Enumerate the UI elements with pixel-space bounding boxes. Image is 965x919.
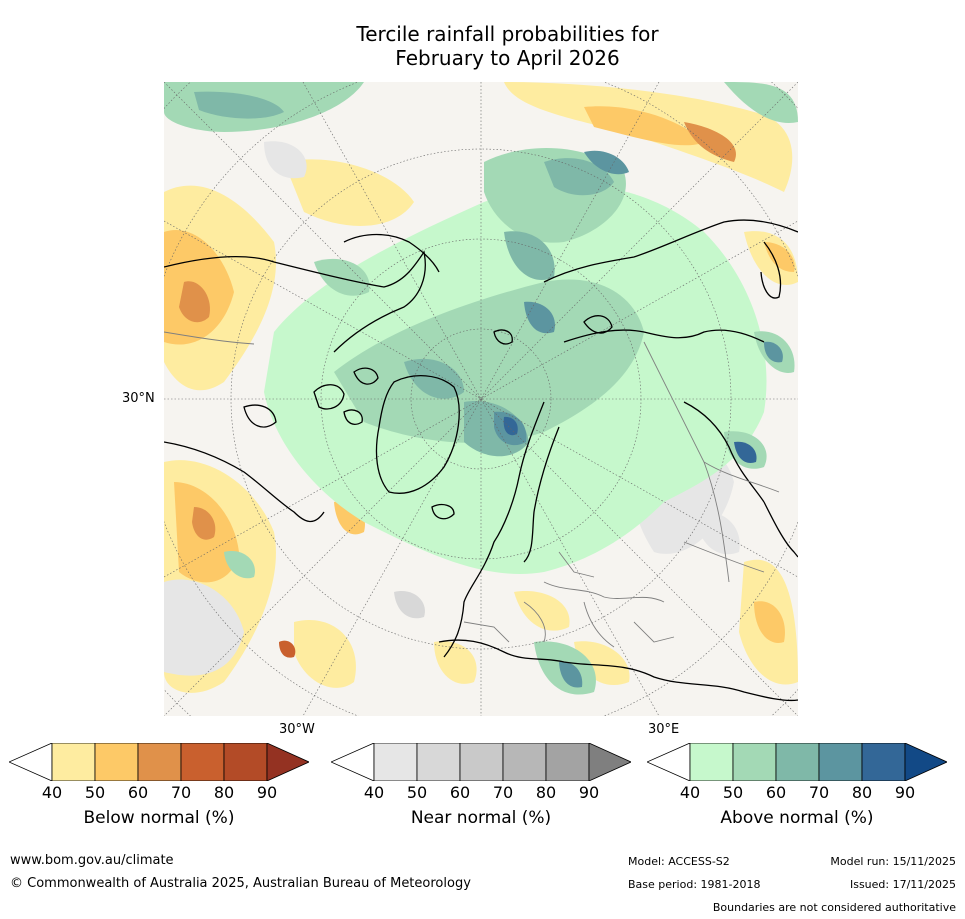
cbar-above-seg-4 [818, 742, 863, 782]
graticule [164, 82, 798, 716]
cbar-near-seg-1 [373, 742, 418, 782]
cbar-above-seg-0 [646, 742, 691, 782]
cbar-below-seg-1 [51, 742, 96, 782]
tick: 60 [765, 783, 787, 802]
cbar-below-seg-2 [94, 742, 139, 782]
cbar-below-seg-4 [180, 742, 225, 782]
coastlines [164, 219, 798, 702]
tick: 80 [535, 783, 557, 802]
tick: 40 [363, 783, 385, 802]
cbar-near-seg-0 [330, 742, 375, 782]
cbar-near-seg-6 [588, 742, 632, 782]
cbar-below-seg-0 [8, 742, 53, 782]
title-line-1: Tercile rainfall probabilities for [356, 22, 659, 46]
lat-label-30n: 30°N [122, 391, 155, 406]
probability-map [164, 82, 798, 716]
cbar-above-seg-3 [775, 742, 820, 782]
tick: 40 [679, 783, 701, 802]
tick: 90 [578, 783, 600, 802]
cbar-below-seg-6 [266, 742, 310, 782]
cbar-near-seg-4 [502, 742, 547, 782]
map-title: Tercile rainfall probabilities for Febru… [320, 22, 695, 70]
colorbar-above-normal [646, 742, 948, 782]
tick: 90 [894, 783, 916, 802]
tick: 50 [84, 783, 106, 802]
tick: 70 [492, 783, 514, 802]
tick: 50 [722, 783, 744, 802]
lon-label-30e: 30°E [648, 722, 680, 737]
cbar-above-seg-2 [732, 742, 777, 782]
footer-disclaimer: Boundaries are not considered authoritat… [712, 901, 956, 914]
below-normal-regions [164, 82, 798, 693]
footer-model-run: Model run: 15/11/2025 [830, 855, 956, 868]
tick: 80 [213, 783, 235, 802]
tick: 60 [449, 783, 471, 802]
title-line-2: February to April 2026 [395, 46, 620, 70]
tick: 70 [170, 783, 192, 802]
footer-model: Model: ACCESS-S2 [628, 855, 730, 868]
colorbar-below-label: Below normal (%) [83, 808, 235, 828]
colorbar-near-label: Near normal (%) [410, 808, 552, 828]
footer-copyright: © Commonwealth of Australia 2025, Austra… [10, 876, 471, 891]
tick: 80 [851, 783, 873, 802]
cbar-near-seg-5 [545, 742, 590, 782]
cbar-above-seg-6 [904, 742, 948, 782]
colorbar-near-normal [330, 742, 632, 782]
cbar-near-seg-2 [416, 742, 461, 782]
colorbar-above-label: Above normal (%) [720, 808, 874, 828]
cbar-above-seg-1 [689, 742, 734, 782]
footer-url[interactable]: www.bom.gov.au/climate [10, 853, 174, 868]
cbar-below-seg-5 [223, 742, 268, 782]
cbar-above-seg-5 [861, 742, 906, 782]
footer-base-period: Base period: 1981-2018 [628, 878, 761, 891]
tick: 90 [256, 783, 278, 802]
tick: 60 [127, 783, 149, 802]
footer-issued: Issued: 17/11/2025 [849, 878, 956, 891]
tick: 70 [808, 783, 830, 802]
tick: 50 [406, 783, 428, 802]
cbar-below-seg-3 [137, 742, 182, 782]
tick: 40 [41, 783, 63, 802]
colorbar-below-normal [8, 742, 310, 782]
map-canvas [164, 82, 798, 716]
political-borders [164, 331, 780, 648]
lon-label-30w: 30°W [279, 722, 315, 737]
cbar-near-seg-3 [459, 742, 504, 782]
